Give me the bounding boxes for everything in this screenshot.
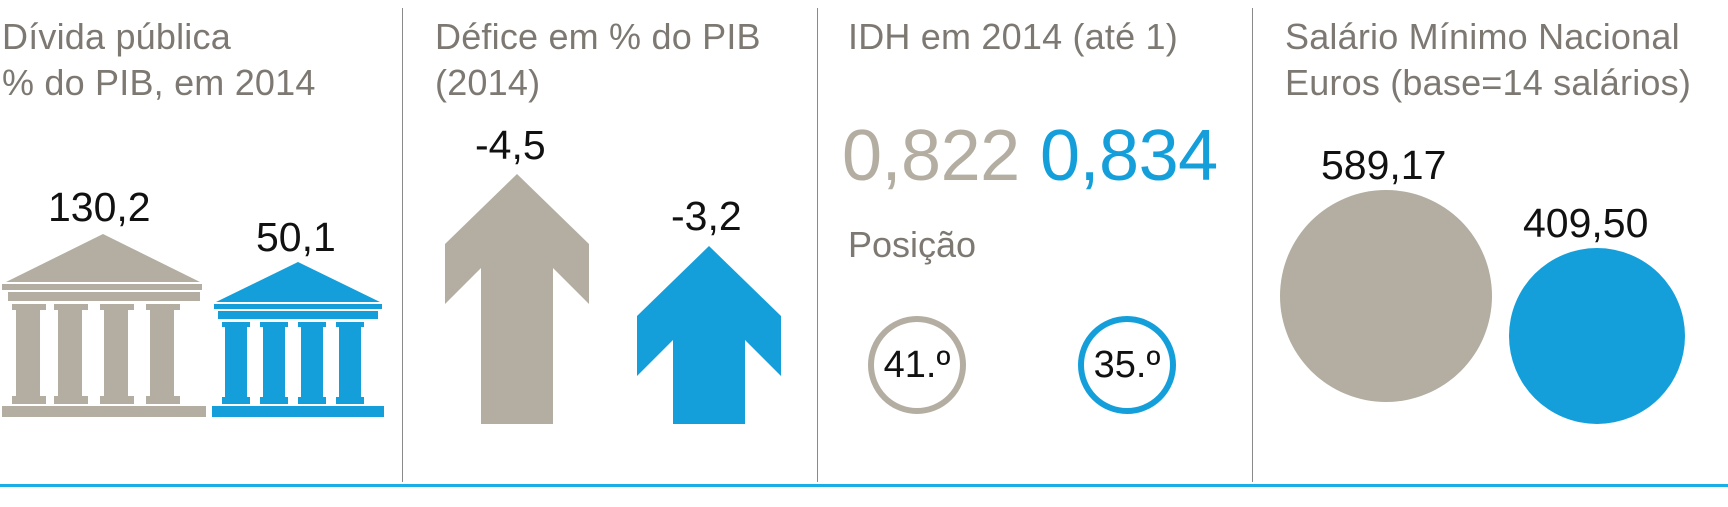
divider-3 (1252, 8, 1253, 482)
hdi-blue-rank: 35.º (1093, 343, 1161, 386)
debt-blue-value: 50,1 (256, 214, 336, 260)
deficit-gray-value: -4,5 (475, 122, 546, 168)
hdi-title: IDH em 2014 (até 1) (848, 14, 1178, 60)
deficit-title-line2: (2014) (435, 62, 541, 103)
wage-title-line1: Salário Mínimo Nacional (1285, 16, 1680, 57)
deficit-title: Défice em % do PIB (2014) (435, 14, 761, 106)
hdi-gray-value: 0,822 (842, 116, 1020, 196)
hdi-gray-rank: 41.º (883, 343, 951, 386)
hdi-blue-rank-circle: 35.º (1078, 316, 1176, 414)
wage-title: Salário Mínimo Nacional Euros (base=14 s… (1285, 14, 1691, 106)
wage-blue-value: 409,50 (1523, 200, 1649, 246)
arrow-up-icon-blue (637, 246, 781, 424)
arrow-up-icon (445, 174, 589, 424)
hdi-position-label: Posição (848, 224, 977, 265)
wage-gray-circle (1280, 190, 1492, 402)
bottom-rule (0, 484, 1728, 487)
debt-panel: Dívida pública % do PIB, em 2014 130,2 5… (0, 0, 402, 482)
divider-2 (817, 8, 818, 482)
divider-1 (402, 8, 403, 482)
deficit-panel: Défice em % do PIB (2014) -4,5 -3,2 (403, 0, 817, 482)
deficit-title-line1: Défice em % do PIB (435, 16, 761, 57)
hdi-panel: IDH em 2014 (até 1) 0,822 0,834 Posição … (818, 0, 1252, 482)
debt-title-line1: Dívida pública (2, 16, 231, 57)
wage-panel: Salário Mínimo Nacional Euros (base=14 s… (1253, 0, 1728, 482)
debt-title-line2: % do PIB, em 2014 (2, 62, 316, 103)
building-columns-icon (2, 234, 206, 417)
hdi-gray-rank-circle: 41.º (868, 316, 966, 414)
deficit-blue-value: -3,2 (671, 193, 742, 239)
wage-blue-circle (1509, 248, 1685, 424)
wage-gray-value: 589,17 (1321, 142, 1447, 188)
hdi-blue-value: 0,834 (1040, 116, 1218, 196)
debt-gray-value: 130,2 (48, 184, 151, 230)
wage-title-line2: Euros (base=14 salários) (1285, 62, 1692, 103)
building-columns-icon-blue (212, 262, 384, 417)
debt-title: Dívida pública % do PIB, em 2014 (2, 14, 316, 106)
hdi-title-line1: IDH em 2014 (até 1) (848, 16, 1178, 57)
